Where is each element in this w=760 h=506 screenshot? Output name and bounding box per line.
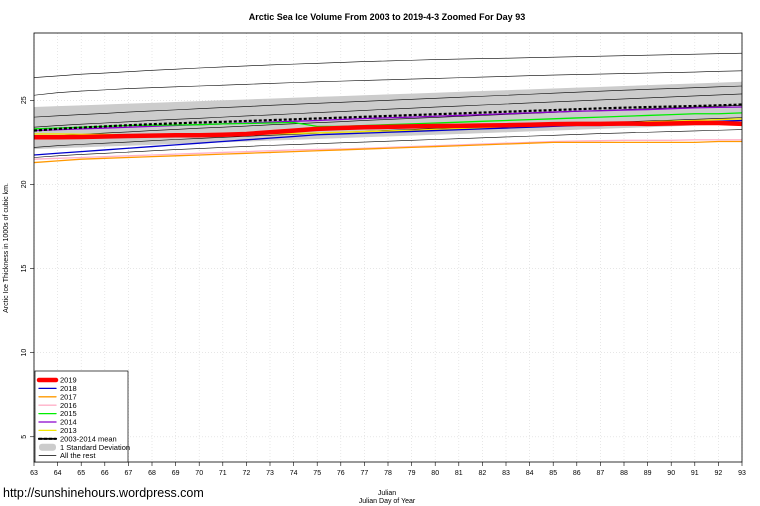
x-tick-label: 76 [337, 470, 345, 477]
x-tick-label: 77 [361, 470, 369, 477]
x-tick-label: 69 [172, 470, 180, 477]
x-tick-label: 70 [195, 470, 203, 477]
legend-swatch [39, 443, 56, 451]
chart-title: Arctic Sea Ice Volume From 2003 to 2019-… [249, 12, 525, 22]
y-axis-label: Arctic Ice Thickness in 1000s of cubic k… [3, 183, 10, 313]
x-axis-label-2: Julian Day of Year [359, 498, 416, 505]
rest-lines [33, 52, 743, 158]
x-tick-label: 68 [148, 470, 156, 477]
legend-label: 2016 [60, 401, 77, 410]
legend-label: 2017 [60, 392, 77, 401]
y-axis: 5 10 15 20 25 [21, 96, 34, 439]
x-tick-label: 71 [219, 470, 227, 477]
mean-line [33, 103, 743, 132]
x-tick-label: 80 [431, 470, 439, 477]
x-tick-label: 92 [715, 470, 723, 477]
x-tick-label: 83 [502, 470, 510, 477]
x-tick-label: 73 [266, 470, 274, 477]
x-tick-label: 93 [738, 470, 746, 477]
mean-line-group [33, 103, 743, 132]
x-tick-label: 87 [597, 470, 605, 477]
x-tick-label: 91 [691, 470, 699, 477]
y-tick-label: 25 [21, 96, 28, 104]
std-band [34, 81, 742, 150]
x-tick-label: 90 [667, 470, 675, 477]
series-line-2016 [33, 139, 742, 160]
x-tick-label: 84 [526, 470, 534, 477]
x-tick-label: 66 [101, 470, 109, 477]
watermark: http://sunshinehours.wordpress.com [3, 486, 204, 500]
series-line-2019 [34, 120, 743, 140]
series-line-2017 [33, 140, 742, 164]
x-axis: 63 64 65 66 67 68 69 70 71 72 73 74 75 76 77 78 79 80 81 82… [30, 462, 746, 477]
legend-label: 2003-2014 mean [60, 434, 117, 443]
x-tick-label: 86 [573, 470, 581, 477]
legend-label: 2019 [60, 376, 77, 385]
x-tick-label: 88 [620, 470, 628, 477]
series-line-2014 [33, 106, 743, 132]
std-band-area [34, 81, 742, 150]
x-tick-label: 65 [77, 470, 85, 477]
legend-label: 1 Standard Deviation [60, 443, 130, 452]
y-tick-label: 10 [21, 349, 28, 357]
x-tick-label: 78 [384, 470, 392, 477]
x-axis-label: Julian [378, 490, 396, 497]
x-tick-label: 75 [313, 470, 321, 477]
x-tick-label: 64 [54, 470, 62, 477]
rest-line [33, 85, 743, 118]
y-tick-label: 20 [21, 180, 28, 188]
y-tick-label: 15 [21, 265, 28, 273]
x-tick-label: 81 [455, 470, 463, 477]
x-tick-label: 67 [125, 470, 133, 477]
legend-label: 2015 [60, 409, 77, 418]
x-tick-label: 85 [549, 470, 557, 477]
rest-line [33, 70, 743, 96]
rest-line [33, 93, 743, 128]
legend-label: 2013 [60, 426, 77, 435]
x-tick-label: 89 [644, 470, 652, 477]
legend-label: 2018 [60, 384, 77, 393]
year-series [33, 106, 743, 164]
rest-line [33, 52, 743, 78]
legend-label: All the rest [60, 451, 96, 460]
rest-line [33, 129, 743, 158]
x-tick-label: 63 [30, 470, 38, 477]
y-tick-label: 5 [21, 435, 28, 439]
x-tick-label: 72 [243, 470, 251, 477]
legend-label: 2014 [60, 418, 77, 427]
x-tick-label: 82 [479, 470, 487, 477]
x-tick-label: 79 [408, 470, 416, 477]
x-tick-label: 74 [290, 470, 298, 477]
